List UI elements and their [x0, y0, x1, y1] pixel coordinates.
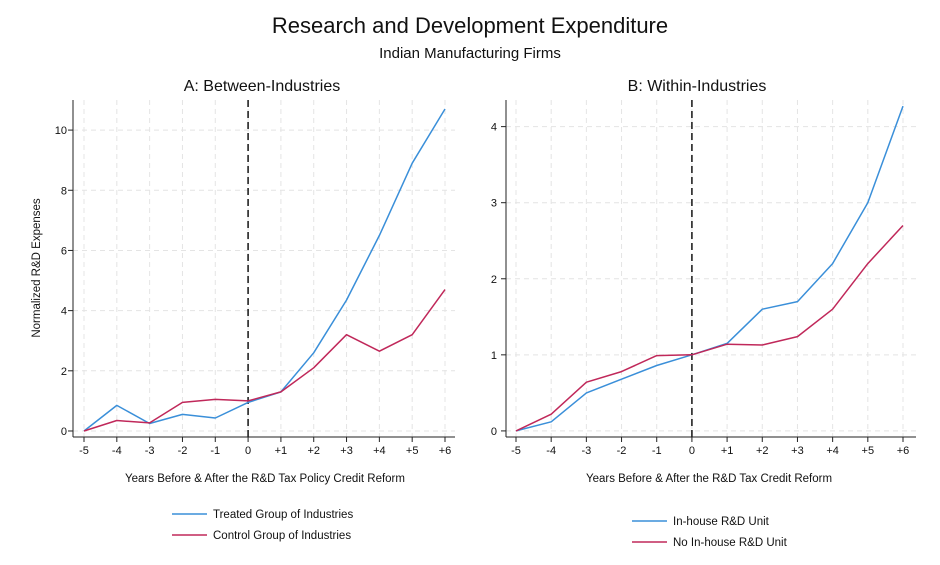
panel-b-x-tick-label: +2 [756, 445, 769, 457]
panel-b-legend-label-inhouse: In-house R&D Unit [673, 516, 770, 528]
figure-title: Research and Development Expenditure [272, 13, 668, 38]
panel-a-plot-area: 0 2 4 6 8 10 -5 -4 -3 -2 -1 0 +1 +2 +3 +4 +5 +6 [55, 100, 455, 457]
panel-a-legend-label-treated: Treated Group of Industries [213, 509, 353, 521]
panel-a-x-tick-label: +4 [373, 445, 386, 457]
panel-a-x-tick-label: -3 [145, 445, 155, 457]
panel-a-x-tick-label: 0 [245, 445, 251, 457]
panel-b-x-tick-label: 0 [689, 445, 695, 457]
panel-b-x-tick-label: +6 [897, 445, 910, 457]
panel-b-x-tick-label: +1 [721, 445, 734, 457]
panel-a-series-line-2 [83, 289, 446, 432]
panel-b-x-tick-label: +4 [826, 445, 839, 457]
panel-b-y-tick-label: 4 [491, 122, 497, 134]
panel-b-y-tick-label: 2 [491, 274, 497, 286]
panel-b-title: B: Within-Industries [628, 78, 767, 95]
panel-b-plot-area: 0 1 2 3 4 -5 -4 -3 -2 -1 0 +1 +2 +3 +4 +5 +6 [491, 100, 916, 457]
panel-b-x-tick-label: +5 [862, 445, 875, 457]
panel-a-y-tick-label: 10 [55, 125, 67, 137]
panel-a-title: A: Between-Industries [184, 78, 341, 95]
panel-b-x-tick-label: -4 [546, 445, 556, 457]
panel-a-y-tick-label: 4 [61, 306, 67, 318]
panel-b-x-tick-label: +3 [791, 445, 804, 457]
panel-a-x-tick-label: +5 [406, 445, 419, 457]
panel-a-x-tick-label: +2 [307, 445, 320, 457]
panel-a-legend-label-control: Control Group of Industries [213, 530, 351, 542]
panel-b-x-tick-label: -5 [511, 445, 521, 457]
panel-b-x-tick-label: -3 [581, 445, 591, 457]
panel-b-within-industries: B: Within-Industries Years Before & Afte… [491, 78, 916, 549]
panel-b-x-tick-label: -2 [617, 445, 627, 457]
panel-a-x-tick-label: +6 [439, 445, 452, 457]
panel-a-y-tick-label: 6 [61, 245, 67, 257]
figure-subtitle: Indian Manufacturing Firms [379, 45, 561, 62]
panel-b-y-tick-label: 0 [491, 426, 497, 438]
panel-b-y-tick-label: 3 [491, 198, 497, 210]
panel-a-series-line-1 [83, 108, 446, 432]
panel-a-x-tick-label: -1 [210, 445, 220, 457]
panel-a-y-axis-label: Normalized R&D Expenses [31, 198, 43, 338]
panel-a-x-tick-label: -2 [178, 445, 188, 457]
panel-a-y-tick-label: 8 [61, 185, 67, 197]
panel-b-legend-label-no-inhouse: No In-house R&D Unit [673, 537, 788, 549]
panel-b-series-line-1 [515, 105, 904, 432]
panel-a-between-industries: A: Between-Industries Normalized R&D Exp… [31, 78, 455, 542]
panel-a-x-axis-label: Years Before & After the R&D Tax Policy … [125, 473, 405, 485]
panel-a-y-tick-label: 0 [61, 426, 67, 438]
panel-b-legend: In-house R&D Unit No In-house R&D Unit [632, 516, 788, 549]
panel-a-y-tick-label: 2 [61, 366, 67, 378]
panel-a-x-tick-label: -5 [79, 445, 89, 457]
panel-a-x-tick-label: -4 [112, 445, 122, 457]
panel-a-legend: Treated Group of Industries Control Grou… [172, 509, 353, 542]
panel-b-x-tick-label: -1 [652, 445, 662, 457]
panel-b-x-axis-label: Years Before & After the R&D Tax Credit … [586, 473, 832, 485]
panel-b-series-line-2 [515, 224, 904, 432]
panel-a-x-tick-label: +1 [275, 445, 288, 457]
panel-a-x-tick-label: +3 [340, 445, 353, 457]
panel-b-y-tick-label: 1 [491, 350, 497, 362]
